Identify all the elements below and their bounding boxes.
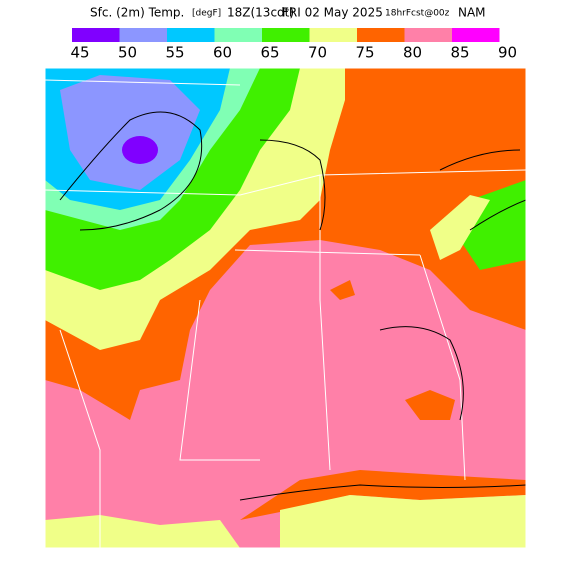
forecast: 18hrFcst@00z xyxy=(385,9,450,19)
colorbar-label: 65 xyxy=(260,44,279,62)
field-area xyxy=(405,390,455,420)
model: NAM xyxy=(458,6,486,20)
field-area xyxy=(240,470,526,520)
map-frame xyxy=(44,67,527,549)
colorbar-box xyxy=(214,28,262,42)
field-area xyxy=(430,195,490,260)
colorbar-label: 55 xyxy=(165,44,184,62)
colorbar-box xyxy=(309,28,357,42)
colorbar-label: 45 xyxy=(70,44,89,62)
state-line xyxy=(45,79,526,548)
colorbar-label: 85 xyxy=(450,44,469,62)
valid-time: 18Z(13cdt) xyxy=(227,6,294,20)
colorbar-box xyxy=(72,28,120,42)
colorbar: 45 50 55 60 65 70 75 80 85 90 xyxy=(70,28,517,62)
colorbar-box xyxy=(404,28,452,42)
field-area xyxy=(45,515,240,548)
colorbar-label: 80 xyxy=(403,44,422,62)
colorbar-box xyxy=(452,28,500,42)
title-line: Sfc. (2m) Temp. [degF] 18Z(13cdt) FRI 02… xyxy=(90,6,486,20)
contour xyxy=(59,111,526,501)
colorbar-box xyxy=(119,28,167,42)
colorbar-label: 60 xyxy=(213,44,232,62)
field: Sfc. (2m) Temp. xyxy=(90,6,184,20)
colorbar-box xyxy=(262,28,310,42)
date: FRI 02 May 2025 xyxy=(282,6,383,20)
field-area xyxy=(280,495,526,548)
map xyxy=(45,68,526,548)
colorbar-label: 70 xyxy=(308,44,327,62)
field-area xyxy=(60,75,200,190)
colorbar-label: 90 xyxy=(498,44,517,62)
field-area xyxy=(330,280,355,300)
colorbar-box xyxy=(167,28,215,42)
field-area xyxy=(122,136,158,164)
colorbar-label: 75 xyxy=(355,44,374,62)
colorbar-box xyxy=(357,28,405,42)
units: [degF] xyxy=(192,9,221,19)
colorbar-label: 50 xyxy=(118,44,137,62)
